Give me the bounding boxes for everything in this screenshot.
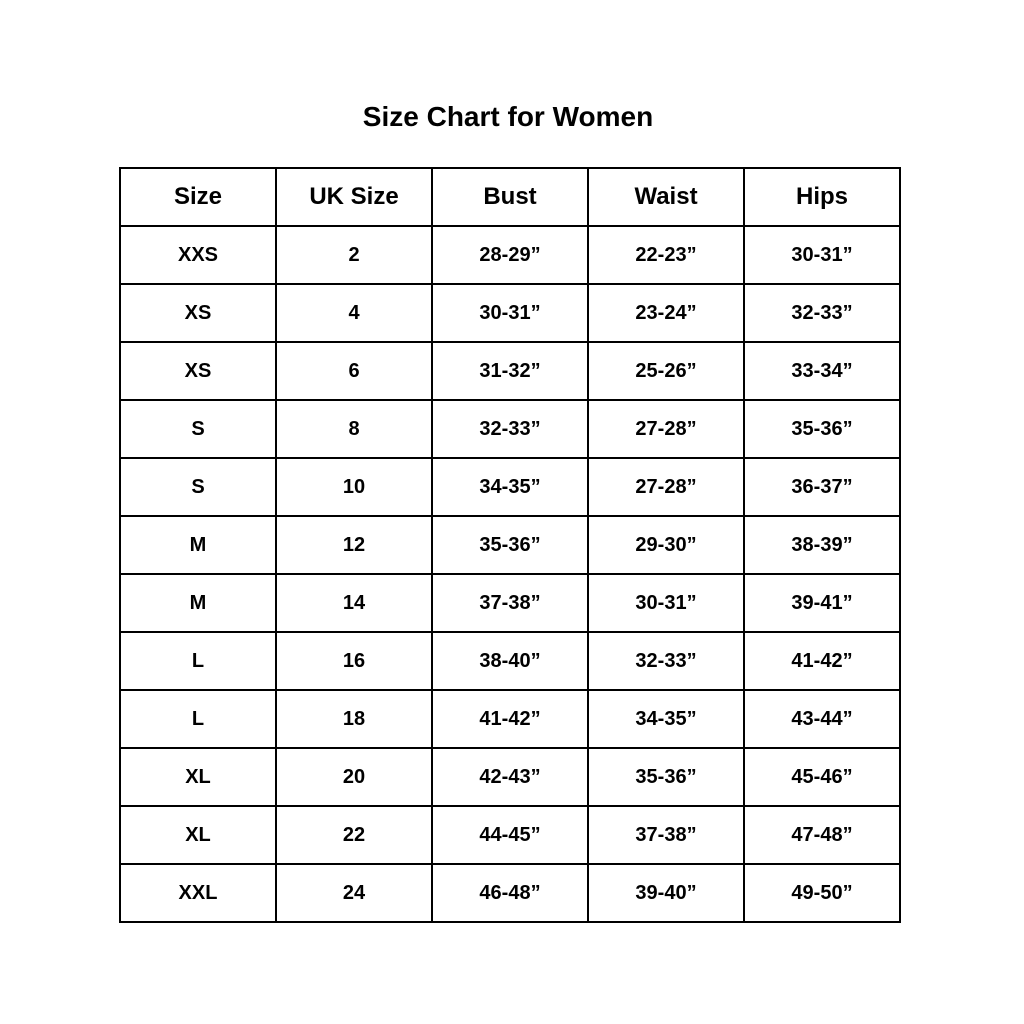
table-row: S 10 34-35” 27-28” 36-37” [119,457,901,517]
waist-cell: 30-31” [587,573,745,633]
uk-size-cell: 14 [275,573,433,633]
waist-cell: 29-30” [587,515,745,575]
hips-cell: 49-50” [743,863,901,923]
size-cell: XL [119,805,277,865]
header-size: Size [119,167,277,227]
waist-cell: 32-33” [587,631,745,691]
table-row: M 14 37-38” 30-31” 39-41” [119,573,901,633]
size-cell: XXS [119,225,277,285]
table-row: XL 20 42-43” 35-36” 45-46” [119,747,901,807]
table-row: L 16 38-40” 32-33” 41-42” [119,631,901,691]
uk-size-cell: 8 [275,399,433,459]
hips-cell: 33-34” [743,341,901,401]
waist-cell: 37-38” [587,805,745,865]
uk-size-cell: 2 [275,225,433,285]
size-cell: M [119,573,277,633]
hips-cell: 38-39” [743,515,901,575]
table-body: XXS 2 28-29” 22-23” 30-31” XS 4 30-31” 23-24” 32-… [119,225,901,923]
table-row: XL 22 44-45” 37-38” 47-48” [119,805,901,865]
waist-cell: 34-35” [587,689,745,749]
hips-cell: 45-46” [743,747,901,807]
table-header-row: Size UK Size Bust Waist Hips [119,167,901,227]
waist-cell: 27-28” [587,399,745,459]
table-row: L 18 41-42” 34-35” 43-44” [119,689,901,749]
header-hips: Hips [743,167,901,227]
bust-cell: 32-33” [431,399,589,459]
size-cell: XS [119,283,277,343]
size-cell: XS [119,341,277,401]
header-uk-size: UK Size [275,167,433,227]
bust-cell: 44-45” [431,805,589,865]
hips-cell: 35-36” [743,399,901,459]
table-row: XXS 2 28-29” 22-23” 30-31” [119,225,901,285]
hips-cell: 30-31” [743,225,901,285]
uk-size-cell: 16 [275,631,433,691]
hips-cell: 41-42” [743,631,901,691]
waist-cell: 27-28” [587,457,745,517]
bust-cell: 46-48” [431,863,589,923]
uk-size-cell: 12 [275,515,433,575]
waist-cell: 25-26” [587,341,745,401]
bust-cell: 42-43” [431,747,589,807]
header-bust: Bust [431,167,589,227]
table-row: S 8 32-33” 27-28” 35-36” [119,399,901,459]
uk-size-cell: 22 [275,805,433,865]
bust-cell: 38-40” [431,631,589,691]
bust-cell: 37-38” [431,573,589,633]
hips-cell: 47-48” [743,805,901,865]
bust-cell: 35-36” [431,515,589,575]
header-waist: Waist [587,167,745,227]
hips-cell: 39-41” [743,573,901,633]
size-cell: S [119,457,277,517]
table-row: M 12 35-36” 29-30” 38-39” [119,515,901,575]
size-cell: S [119,399,277,459]
table-row: XS 4 30-31” 23-24” 32-33” [119,283,901,343]
uk-size-cell: 10 [275,457,433,517]
hips-cell: 43-44” [743,689,901,749]
hips-cell: 32-33” [743,283,901,343]
size-cell: L [119,689,277,749]
uk-size-cell: 24 [275,863,433,923]
waist-cell: 35-36” [587,747,745,807]
uk-size-cell: 20 [275,747,433,807]
size-cell: XL [119,747,277,807]
size-cell: M [119,515,277,575]
page-title: Size Chart for Women [362,101,654,132]
bust-cell: 31-32” [431,341,589,401]
uk-size-cell: 4 [275,283,433,343]
waist-cell: 39-40” [587,863,745,923]
table-row: XS 6 31-32” 25-26” 33-34” [119,341,901,401]
size-chart-table: Size UK Size Bust Waist Hips XXS 2 28-29” 2… [119,167,901,923]
hips-cell: 36-37” [743,457,901,517]
waist-cell: 22-23” [587,225,745,285]
table-row: XXL 24 46-48” 39-40” 49-50” [119,863,901,923]
size-cell: XXL [119,863,277,923]
bust-cell: 30-31” [431,283,589,343]
waist-cell: 23-24” [587,283,745,343]
bust-cell: 41-42” [431,689,589,749]
bust-cell: 34-35” [431,457,589,517]
size-cell: L [119,631,277,691]
uk-size-cell: 6 [275,341,433,401]
bust-cell: 28-29” [431,225,589,285]
uk-size-cell: 18 [275,689,433,749]
